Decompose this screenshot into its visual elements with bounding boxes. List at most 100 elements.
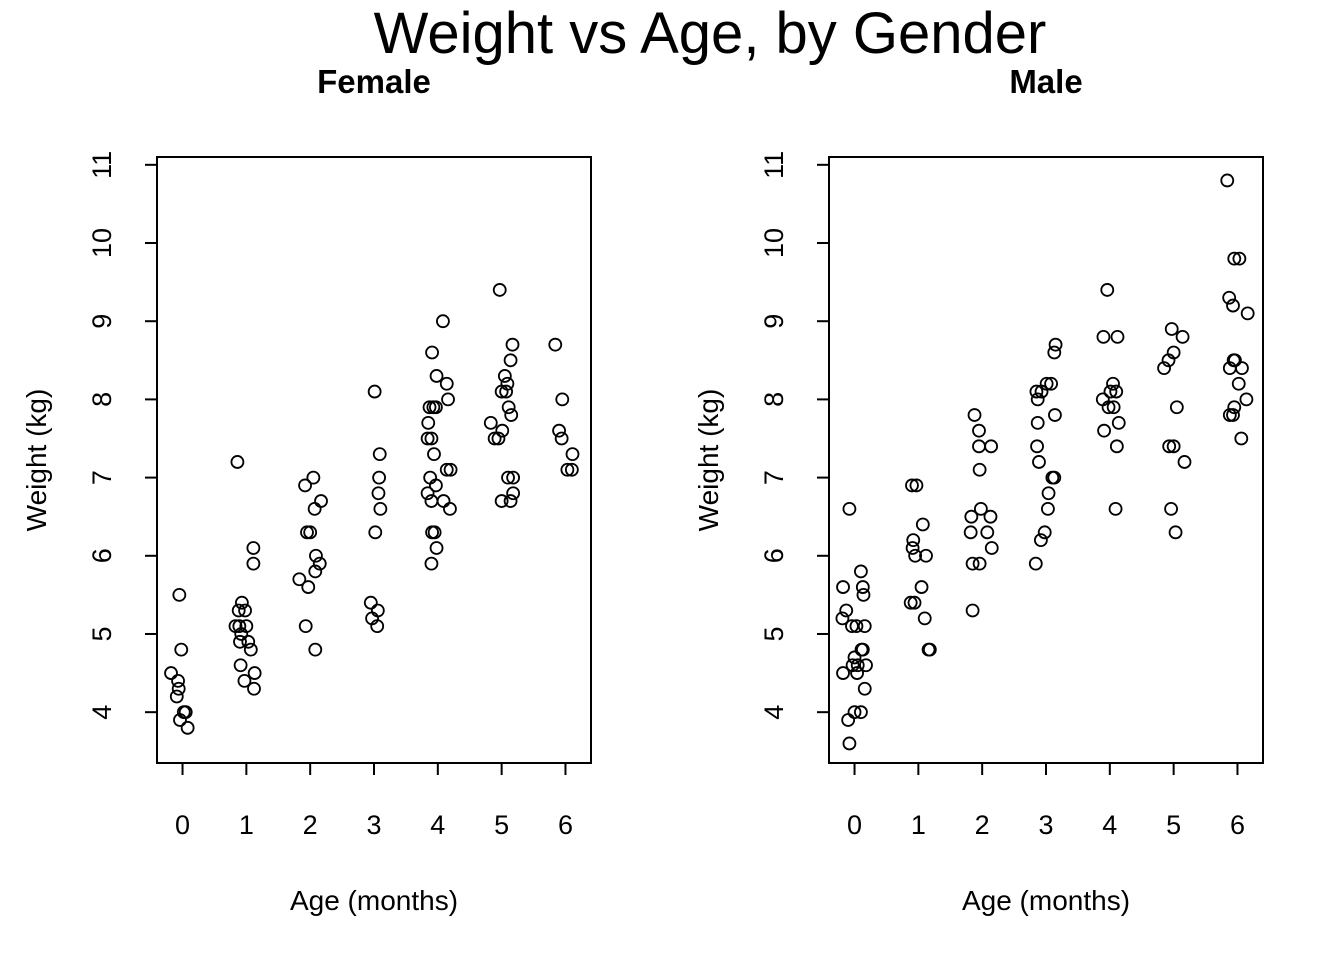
female-data-point	[370, 619, 385, 634]
female-data-point	[174, 642, 189, 657]
female-data-point	[243, 642, 258, 657]
male-data-point	[922, 642, 937, 657]
female-data-point	[548, 337, 563, 352]
male-data-point	[1169, 400, 1184, 415]
female-data-point	[238, 603, 252, 618]
male-data-point	[836, 580, 850, 594]
male-data-point	[906, 533, 921, 548]
male-data-point	[1109, 384, 1124, 399]
male-x-tick-label: 0	[847, 810, 862, 840]
female-data-point	[241, 634, 256, 649]
male-data-point	[1047, 470, 1062, 485]
male-data-point	[909, 478, 924, 493]
male-data-point	[1162, 439, 1177, 454]
male-y-tick-label: 8	[759, 392, 789, 407]
male-data-point	[905, 541, 920, 555]
male-data-point	[1226, 408, 1240, 422]
male-ticks: 0 1 2 3 4 5 6 4 5 6 7 8 9 10 11	[759, 151, 1245, 840]
female-data-point	[494, 384, 509, 399]
female-data-point	[420, 431, 435, 446]
female-data-point	[427, 447, 441, 462]
male-data-point	[1106, 376, 1120, 391]
male-data-point	[1044, 376, 1059, 391]
female-x-tick-label: 2	[303, 810, 318, 840]
male-data-point	[972, 556, 987, 571]
female-data-point	[232, 619, 247, 634]
male-data-point	[1029, 384, 1044, 399]
female-data-point	[303, 525, 318, 540]
male-data-point	[1037, 525, 1052, 540]
female-data-point	[560, 462, 575, 477]
male-data-point	[1030, 392, 1045, 407]
female-x-axis-label: Age (months)	[290, 885, 458, 916]
male-data-point	[965, 603, 980, 618]
female-data-point	[234, 595, 249, 610]
female-data-point	[171, 673, 185, 688]
male-data-point	[1110, 329, 1125, 344]
male-data-point	[967, 408, 982, 422]
male-data-point	[1227, 251, 1242, 266]
male-data-point	[1028, 556, 1043, 571]
female-data-point	[172, 587, 187, 602]
male-data-point	[914, 580, 929, 594]
male-data-point	[1226, 298, 1240, 313]
female-data-point	[555, 392, 570, 407]
male-data-point	[908, 548, 923, 563]
female-data-point	[506, 486, 521, 501]
male-data-point	[1108, 501, 1123, 516]
male-data-point	[854, 705, 868, 720]
male-data-point	[850, 658, 865, 673]
male-data-point	[964, 509, 979, 524]
female-x-tick-label: 5	[494, 810, 509, 840]
female-data-point	[422, 400, 437, 415]
female-data-point	[494, 494, 509, 508]
male-data-point	[1166, 439, 1181, 454]
female-data-point	[492, 283, 507, 297]
male-data-point	[1231, 376, 1246, 391]
female-data-point	[171, 681, 186, 696]
male-data-point	[1041, 501, 1055, 516]
female-y-tick-label: 11	[87, 151, 117, 179]
female-x-tick-label: 1	[239, 810, 254, 840]
female-data-point	[239, 619, 254, 634]
male-data-point	[980, 525, 995, 540]
male-data-point	[857, 619, 872, 634]
female-data-point	[169, 689, 184, 704]
male-data-point	[907, 595, 922, 610]
female-data-point	[499, 384, 514, 399]
female-y-tick-label: 10	[87, 228, 117, 258]
female-data-point	[180, 720, 195, 735]
male-data-point	[1227, 400, 1242, 415]
male-points	[835, 173, 1255, 751]
female-data-point	[439, 376, 454, 391]
male-data-point	[1164, 322, 1179, 336]
female-data-point	[307, 501, 322, 516]
male-data-point	[972, 423, 986, 438]
male-y-tick-label: 10	[759, 228, 789, 258]
female-data-point	[246, 541, 261, 555]
female-data-point	[497, 369, 512, 383]
male-data-point	[1222, 290, 1237, 305]
male-data-point	[1048, 408, 1062, 422]
female-data-point	[314, 494, 328, 508]
female-data-point	[564, 462, 579, 477]
male-data-point	[1106, 400, 1121, 415]
male-x-tick-label: 1	[911, 810, 926, 840]
male-panel: Male Age (months) Weight (kg) 0 1 2 3 4 5 6 4 5 6…	[693, 63, 1264, 916]
male-data-point	[984, 439, 999, 454]
female-data-point	[429, 478, 443, 493]
female-data-point	[443, 501, 457, 516]
female-ticks: 0 1 2 3 4 5 6 4 5 6 7 8 9 10 11	[87, 151, 573, 840]
male-data-point	[1164, 501, 1178, 516]
female-data-point	[443, 462, 458, 477]
female-panel-title: Female	[317, 63, 431, 100]
female-data-point	[231, 603, 246, 618]
female-y-tick-label: 9	[87, 314, 117, 329]
male-data-point	[1111, 415, 1126, 430]
male-data-point	[919, 548, 933, 563]
male-plot-frame	[828, 156, 1264, 764]
male-data-point	[1240, 306, 1255, 321]
male-data-point	[1103, 384, 1118, 399]
male-data-point	[1033, 533, 1048, 548]
